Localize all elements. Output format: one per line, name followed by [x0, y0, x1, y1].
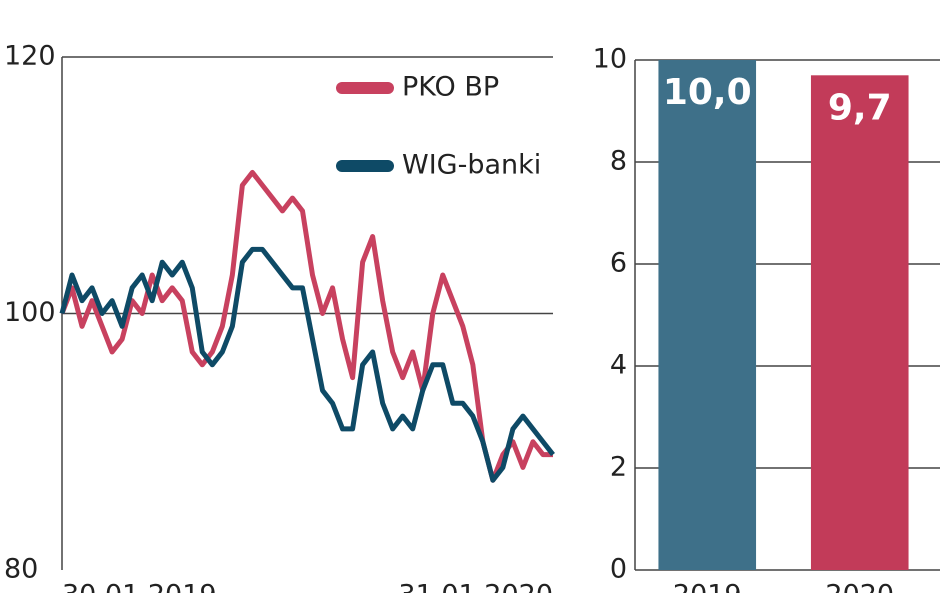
legend-label: WIG-banki — [402, 150, 541, 181]
y-tick-label: 6 — [610, 248, 627, 279]
y-tick-label: 10 — [593, 44, 627, 75]
x-tick-label: 30.01.2019 — [62, 580, 217, 593]
y-tick-label: 100 — [4, 297, 56, 328]
line-series — [59, 169, 553, 483]
x-tick-label: 2020 — [825, 580, 894, 593]
bar — [658, 60, 757, 570]
y-tick-label: 0 — [610, 554, 627, 585]
legend-label: PKO BP — [402, 72, 499, 103]
y-tick-label: 8 — [610, 146, 627, 177]
x-tick-label: 2019 — [673, 580, 742, 593]
line-series — [59, 246, 555, 483]
bar — [810, 75, 909, 571]
y-tick-label: 4 — [610, 350, 627, 381]
y-tick-label: 120 — [4, 41, 56, 72]
x-tick-label: 31.01.2020 — [398, 580, 553, 593]
bar-value-label: 10,0 — [663, 72, 752, 113]
y-tick-label: 2 — [610, 452, 627, 483]
bar-value-label: 9,7 — [828, 87, 892, 128]
y-tick-label: 80 — [4, 554, 38, 585]
